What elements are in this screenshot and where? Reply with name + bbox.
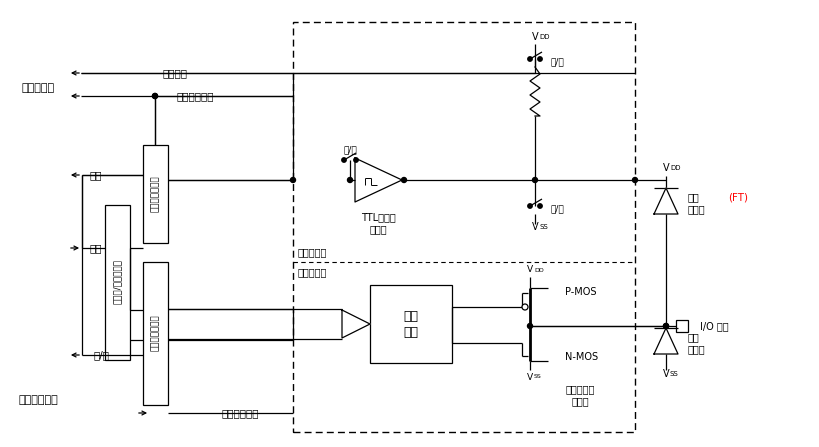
Text: 触发器: 触发器 [369, 224, 387, 234]
Text: 开/关: 开/关 [550, 204, 563, 214]
Text: 开/关: 开/关 [550, 58, 563, 67]
Text: 开/关: 开/关 [343, 146, 357, 155]
Text: 保护: 保护 [688, 332, 699, 342]
Text: 模拟输入: 模拟输入 [162, 68, 188, 78]
Text: 来自片上外设: 来自片上外设 [18, 395, 58, 405]
Circle shape [663, 324, 668, 329]
Text: 读/写: 读/写 [93, 350, 109, 360]
Polygon shape [342, 310, 370, 338]
Circle shape [401, 177, 406, 182]
Circle shape [538, 204, 542, 208]
Text: 复用功能输出: 复用功能输出 [221, 408, 259, 418]
Circle shape [522, 304, 528, 310]
Text: 二极管: 二极管 [688, 344, 706, 354]
Circle shape [152, 93, 157, 98]
Text: SS: SS [539, 224, 548, 230]
Text: 保护: 保护 [688, 192, 699, 202]
Circle shape [527, 324, 532, 329]
Circle shape [632, 177, 637, 182]
Text: 读出: 读出 [90, 170, 102, 180]
Text: 位设置/清除寄存器: 位设置/清除寄存器 [112, 260, 121, 304]
Text: 写入: 写入 [90, 243, 102, 253]
Bar [293, 22, 635, 432]
Bar [105, 205, 130, 360]
Text: V: V [527, 372, 533, 381]
Text: 至片上外设: 至片上外设 [21, 83, 55, 93]
Text: DD: DD [539, 34, 550, 40]
Circle shape [347, 177, 352, 182]
Bar [143, 262, 168, 405]
Bar [143, 145, 168, 243]
Text: 输入数据寄存器: 输入数据寄存器 [151, 176, 160, 212]
Text: V: V [663, 163, 669, 173]
Text: 或关闭: 或关闭 [571, 396, 589, 406]
Bar [676, 320, 688, 332]
Text: DD: DD [534, 267, 544, 273]
Text: N-MOS: N-MOS [565, 352, 598, 362]
Text: SS: SS [670, 371, 679, 377]
Polygon shape [355, 158, 402, 202]
Circle shape [152, 93, 157, 98]
Circle shape [354, 158, 358, 162]
Text: 输入驱动器: 输入驱动器 [298, 247, 328, 257]
Text: V: V [532, 32, 538, 42]
Text: P-MOS: P-MOS [565, 287, 596, 297]
Text: 输出驱动器: 输出驱动器 [298, 267, 328, 277]
Circle shape [342, 158, 346, 162]
Text: 输出: 输出 [404, 309, 419, 322]
Text: 推挽、开漏: 推挽、开漏 [565, 384, 595, 394]
Polygon shape [654, 188, 678, 214]
Text: 二极管: 二极管 [688, 204, 706, 214]
Text: (FT): (FT) [728, 192, 748, 202]
Circle shape [527, 57, 532, 61]
Text: 控制: 控制 [404, 325, 419, 338]
Text: SS: SS [534, 375, 541, 380]
Circle shape [532, 177, 537, 182]
Text: V: V [532, 222, 538, 232]
Text: 输出数据寄存器: 输出数据寄存器 [151, 315, 160, 351]
Bar [370, 285, 452, 363]
Polygon shape [654, 328, 678, 354]
Text: V: V [527, 266, 533, 274]
Circle shape [663, 324, 668, 329]
Circle shape [291, 177, 296, 182]
Text: 复用功能输入: 复用功能输入 [176, 91, 214, 101]
Circle shape [538, 57, 542, 61]
Text: V: V [663, 369, 669, 379]
Text: TTL肖特基: TTL肖特基 [360, 212, 396, 222]
Circle shape [527, 204, 532, 208]
Text: DD: DD [670, 165, 681, 171]
Text: I/O 引脚: I/O 引脚 [700, 321, 729, 331]
